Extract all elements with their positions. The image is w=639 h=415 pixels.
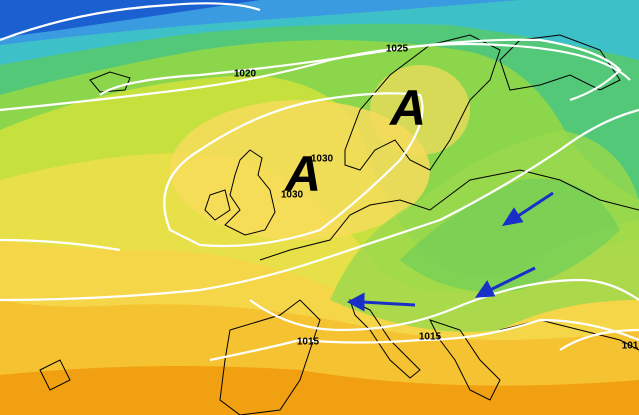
isobar-label: 1020 bbox=[234, 69, 257, 80]
wind-arrows bbox=[346, 191, 554, 312]
high-pressure-label: A bbox=[283, 146, 321, 202]
isobar-label: 101 bbox=[622, 341, 639, 352]
high-pressure-label: A bbox=[388, 80, 426, 136]
isobars bbox=[0, 2, 639, 362]
isobar-label: 1015 bbox=[419, 332, 442, 343]
isobar-label: 1030 bbox=[281, 190, 304, 201]
isobar-label: 1025 bbox=[386, 44, 409, 55]
isobar-label: 1030 bbox=[311, 154, 334, 165]
isobar-label: 1015 bbox=[297, 337, 320, 348]
